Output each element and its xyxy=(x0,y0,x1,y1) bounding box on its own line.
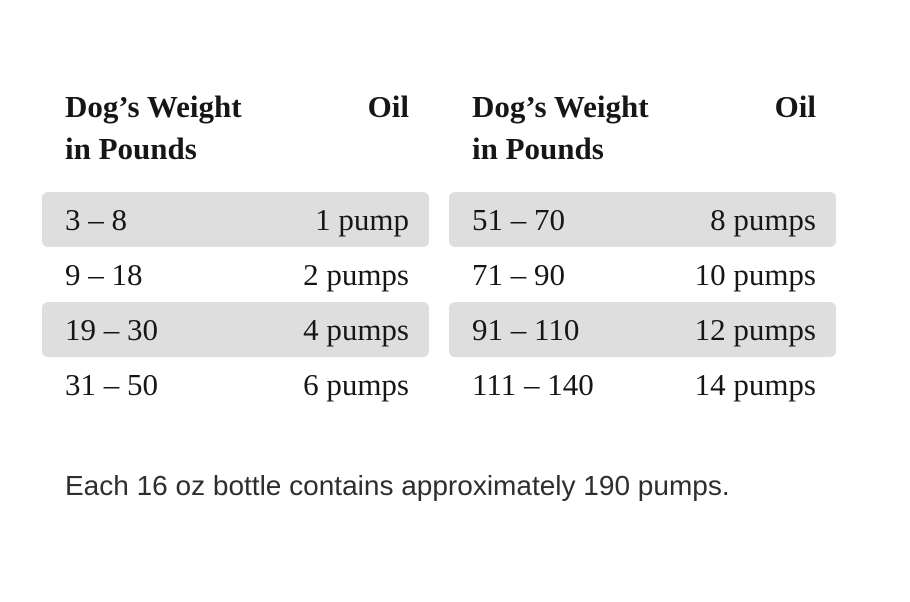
table-row: 31 – 50 6 pumps xyxy=(42,357,429,412)
weight-range: 9 – 18 xyxy=(65,256,143,292)
oil-dose: 1 pump xyxy=(315,201,409,237)
oil-dose: 6 pumps xyxy=(303,366,409,402)
oil-dose: 4 pumps xyxy=(303,311,409,347)
table-header: Dog’s Weight in Pounds Oil xyxy=(42,86,429,170)
oil-dose: 2 pumps xyxy=(303,256,409,292)
weight-range: 51 – 70 xyxy=(472,201,565,237)
oil-column-header: Oil xyxy=(367,89,409,124)
table-row: 3 – 8 1 pump xyxy=(42,192,429,247)
table-row: 9 – 18 2 pumps xyxy=(42,247,429,302)
weight-range: 31 – 50 xyxy=(65,366,158,402)
table-row: 91 – 110 12 pumps xyxy=(449,302,836,357)
table-row: 111 – 140 14 pumps xyxy=(449,357,836,412)
table-row: 51 – 70 8 pumps xyxy=(449,192,836,247)
oil-column-header: Oil xyxy=(774,89,816,124)
table-row: 19 – 30 4 pumps xyxy=(42,302,429,357)
weight-range: 111 – 140 xyxy=(472,366,594,402)
weight-range: 91 – 110 xyxy=(472,311,580,347)
table-header: Dog’s Weight in Pounds Oil xyxy=(449,86,836,170)
dosage-tables: Dog’s Weight in Pounds Oil 3 – 8 1 pump … xyxy=(42,86,836,412)
weight-column-header: Dog’s Weight in Pounds xyxy=(472,89,649,166)
weight-range: 71 – 90 xyxy=(472,256,565,292)
oil-dose: 8 pumps xyxy=(710,201,816,237)
dose-table-left: Dog’s Weight in Pounds Oil 3 – 8 1 pump … xyxy=(42,86,429,412)
weight-range: 3 – 8 xyxy=(65,201,127,237)
dose-table-right: Dog’s Weight in Pounds Oil 51 – 70 8 pum… xyxy=(449,86,836,412)
bottle-pumps-note: Each 16 oz bottle contains approximately… xyxy=(65,470,730,501)
oil-dose: 14 pumps xyxy=(694,366,816,402)
oil-dose: 12 pumps xyxy=(694,311,816,347)
weight-range: 19 – 30 xyxy=(65,311,158,347)
oil-dose: 10 pumps xyxy=(694,256,816,292)
weight-column-header: Dog’s Weight in Pounds xyxy=(65,89,242,166)
table-row: 71 – 90 10 pumps xyxy=(449,247,836,302)
